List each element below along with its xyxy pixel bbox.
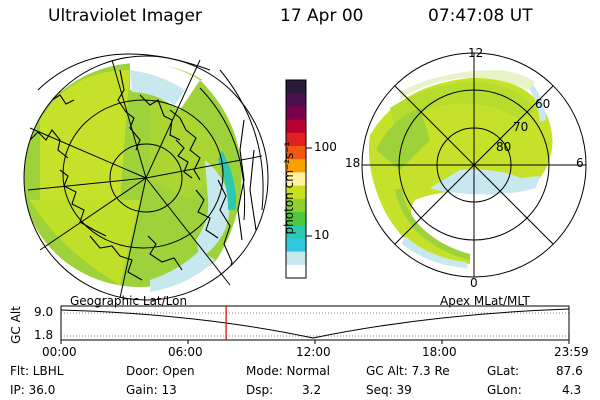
altitude-curve	[60, 308, 570, 339]
dsp-label: Dsp:	[246, 383, 274, 397]
filter-info: Flt: LBHL	[10, 364, 64, 378]
y-tick-9: 9.0	[34, 305, 54, 319]
colorbar-tick-100: 100	[314, 140, 337, 154]
date-label: 17 Apr 00	[280, 6, 364, 26]
y-tick-1-8: 1.8	[34, 328, 54, 342]
time-label: 07:47:08 UT	[428, 6, 533, 26]
instrument-title: Ultraviolet Imager	[48, 6, 202, 26]
colorbar-segment	[286, 159, 306, 173]
colorbar-tick-10: 10	[314, 228, 330, 242]
geographic-image	[23, 53, 269, 301]
colorbar	[285, 79, 312, 279]
mlt-label-0: 0	[470, 276, 478, 290]
colorbar-segment	[286, 132, 306, 147]
colorbar-segment	[286, 106, 306, 121]
glat-label: GLat:	[487, 364, 520, 378]
x-tick-1200: 12:00	[296, 345, 331, 359]
ip-info: IP: 36.0	[10, 383, 56, 397]
mlt-label-12: 12	[468, 46, 484, 60]
door-info: Door: Open	[126, 364, 195, 378]
colorbar-segment	[286, 264, 306, 279]
seq-info: Seq: 39	[366, 383, 412, 397]
colorbar-segment	[286, 212, 306, 226]
colorbar-segment	[286, 225, 306, 239]
x-tick-0600: 06:00	[168, 345, 203, 359]
colorbar-segment	[286, 93, 306, 107]
gc-alt-info: GC Alt: 7.3 Re	[366, 364, 450, 378]
glat-value: 87.6	[556, 364, 583, 378]
colorbar-segment	[286, 80, 306, 94]
x-tick-0000: 00:00	[42, 345, 77, 359]
mlat-label-60: 60	[535, 97, 551, 111]
x-tick-1800: 18:00	[422, 345, 457, 359]
colorbar-unit-label: photon cm⁻²s⁻¹	[282, 141, 296, 235]
dsp-value: 3.2	[302, 383, 322, 397]
x-tick-2359: 23:59	[554, 345, 589, 359]
mlt-label-6: 6	[576, 156, 584, 170]
apex-label: Apex MLat/MLT	[440, 294, 530, 308]
gain-info: Gain: 13	[126, 383, 177, 397]
mlat-label-70: 70	[513, 120, 529, 134]
colorbar-segment	[286, 146, 306, 160]
polar-image	[361, 52, 587, 278]
geographic-label: Geographic Lat/Lon	[70, 294, 188, 308]
polar-grid	[361, 52, 587, 278]
geo-grid	[23, 53, 269, 301]
colorbar-segment	[286, 185, 306, 200]
mlat-label-80: 80	[496, 140, 512, 154]
mode-info: Mode: Normal	[246, 364, 330, 378]
colorbar-segment	[286, 251, 306, 266]
timeline-plot	[60, 305, 570, 344]
glon-label: GLon:	[487, 383, 522, 397]
colorbar-segment	[286, 119, 306, 134]
gc-alt-axis-label: GC Alt	[9, 306, 23, 344]
colorbar-segment	[286, 238, 306, 253]
glon-value: 4.3	[562, 383, 582, 397]
colorbar-segment	[286, 198, 306, 213]
colorbar-segment	[286, 172, 306, 187]
mlt-label-18: 18	[345, 156, 361, 170]
